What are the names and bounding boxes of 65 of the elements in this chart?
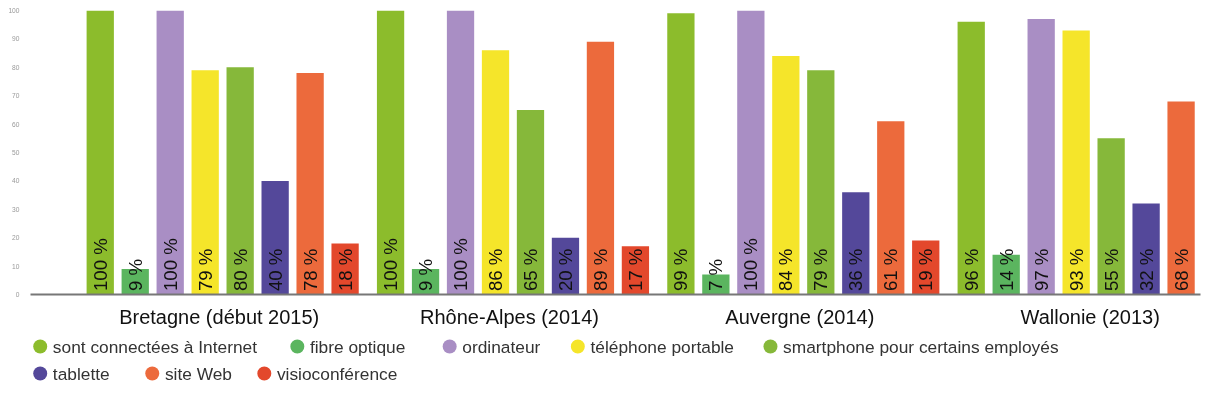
bar <box>1132 203 1160 295</box>
bar <box>807 70 835 295</box>
data-label: 79 % <box>194 248 216 292</box>
data-label: 55 % <box>1100 248 1122 292</box>
data-label: 97 % <box>1030 248 1052 292</box>
legend-label: sont connectées à Internet <box>52 336 258 357</box>
data-label: 14 % <box>995 248 1017 292</box>
legend-label: téléphone portable <box>590 336 735 357</box>
data-label: 100 % <box>740 238 762 292</box>
bar <box>261 180 289 295</box>
bar <box>586 41 615 295</box>
data-label: 79 % <box>810 248 832 292</box>
bar <box>191 70 219 295</box>
bar <box>1027 19 1055 295</box>
x-tick-label: Bretagne (début 2015) <box>119 305 320 328</box>
data-label: 36 % <box>845 248 867 292</box>
data-label: 100 % <box>380 238 402 292</box>
data-label: 100 % <box>89 238 111 292</box>
data-label: 86 % <box>485 248 507 292</box>
bar <box>1167 101 1195 295</box>
data-label: 61 % <box>880 248 902 292</box>
bar <box>296 72 324 295</box>
legend-label: smartphone pour certains employés <box>783 336 1059 357</box>
data-label: 32 % <box>1135 248 1157 292</box>
data-label: 65 % <box>519 248 541 292</box>
legend-label: ordinateur <box>462 336 541 357</box>
data-label: 100 % <box>450 238 472 292</box>
data-label: 17 % <box>624 248 646 292</box>
x-tick-label: Wallonie (2013) <box>1020 305 1160 328</box>
bar <box>737 10 765 295</box>
x-tick-label: Rhône-Alpes (2014) <box>420 305 600 328</box>
bar <box>957 21 985 295</box>
bar <box>226 67 254 295</box>
data-label: 19 % <box>915 248 937 292</box>
bar <box>481 50 510 295</box>
x-tick-label: Auvergne (2014) <box>725 305 875 328</box>
bar <box>1062 30 1090 295</box>
data-label: 20 % <box>554 248 576 292</box>
bar <box>156 10 184 295</box>
data-label: 40 % <box>264 248 286 292</box>
bar <box>877 121 905 295</box>
data-label: 100 % <box>159 238 181 292</box>
data-label: 78 % <box>299 248 321 292</box>
data-label: 99 % <box>670 248 692 292</box>
bar <box>446 10 475 295</box>
bar <box>1097 138 1125 295</box>
legend-label: visioconférence <box>276 363 398 384</box>
data-label: 7 % <box>705 258 727 292</box>
data-label: 93 % <box>1065 248 1087 292</box>
bar <box>667 13 695 295</box>
bar <box>86 10 114 295</box>
legend-label: tablette <box>52 363 110 384</box>
data-label: 9 % <box>124 258 146 292</box>
legend-label: fibre optique <box>309 336 406 357</box>
data-label: 89 % <box>589 248 611 292</box>
legend-label: site Web <box>164 363 232 384</box>
data-label: 84 % <box>775 248 797 292</box>
bar <box>376 10 405 295</box>
data-label: 18 % <box>334 248 356 292</box>
bar <box>516 109 545 295</box>
data-label: 9 % <box>415 258 437 292</box>
data-label: 80 % <box>229 248 251 292</box>
bar <box>772 55 800 295</box>
data-label: 96 % <box>960 248 982 292</box>
data-label: 68 % <box>1170 248 1192 292</box>
